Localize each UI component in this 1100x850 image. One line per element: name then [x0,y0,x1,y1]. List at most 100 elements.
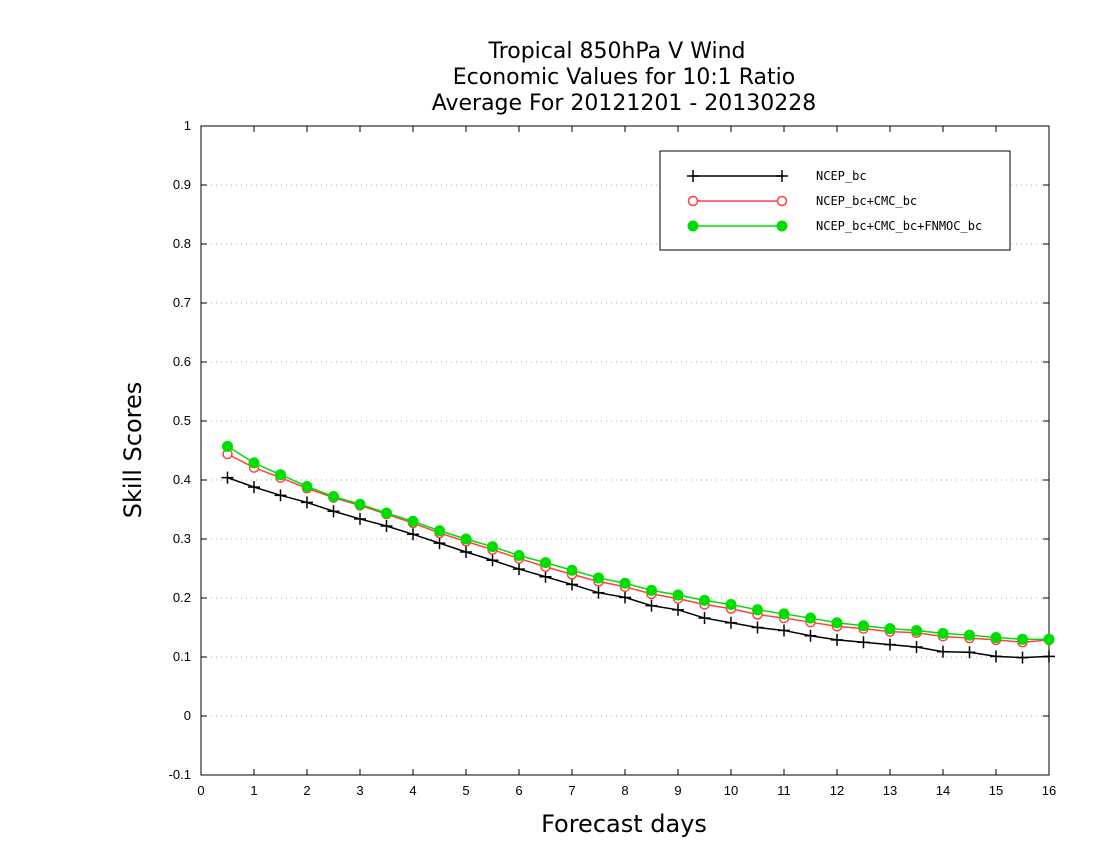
data-point-plus [687,170,699,182]
x-tick-label: 1 [250,783,257,798]
data-point-plus [486,554,499,567]
data-point-plus [274,489,287,502]
x-tick-label: 3 [356,783,363,798]
data-point-filled-circle [964,629,975,641]
data-point-plus [751,621,764,634]
data-point-filled-circle [831,617,843,629]
x-tick-label: 6 [515,783,522,798]
data-point-filled-circle [248,457,260,469]
data-point-filled-circle [381,507,392,519]
data-point-filled-circle [566,564,578,576]
y-tick-label: 1 [184,118,191,133]
data-point-plus [937,645,949,658]
data-point-open-circle [776,195,788,207]
x-tick-label: 8 [621,783,628,798]
legend-entry: NCEP_bc+CMC_bc+FNMOC_bc [687,219,982,233]
data-point-plus [513,563,525,576]
series-line [227,453,1050,644]
data-point-plus [354,512,366,525]
x-tick-label: 16 [1042,783,1056,798]
x-tick-label: 4 [409,783,416,798]
data-point-filled-circle [699,594,710,606]
data-point-plus [1016,651,1029,664]
data-point-open-circle [687,195,699,207]
series-1 [221,471,1055,664]
data-point-plus [857,636,870,649]
chart-title-line-1: Tropical 850hPa V Wind [487,39,745,64]
x-tick-label: 9 [674,783,681,798]
data-point-filled-circle [513,550,525,562]
data-point-filled-circle [884,623,896,635]
legend-entry: NCEP_bc+CMC_bc [687,194,917,208]
data-point-filled-circle [672,589,684,601]
y-tick-label: 0.1 [173,649,191,664]
data-point-filled-circle [937,627,949,639]
y-tick-label: 0.5 [173,413,191,428]
legend-entry: NCEP_bc [687,169,867,183]
data-point-filled-circle [354,498,366,510]
x-tick-label: 15 [989,783,1003,798]
data-point-filled-circle [858,620,869,632]
data-point-filled-circle [778,608,790,620]
data-point-filled-circle [434,525,445,537]
data-point-plus [698,612,711,625]
data-point-filled-circle [222,440,233,452]
data-point-plus [963,646,976,659]
data-point-plus [645,599,658,612]
data-point-filled-circle [593,572,604,584]
data-point-plus [804,629,817,642]
x-axis: 0 1 2 3 4 5 6 7 8 9 10 11 12 13 14 15 16 [197,126,1056,798]
data-point-plus [433,537,446,550]
legend: NCEP_bc NCEP_bc+CMC_bc NCEP_bc+CMC_bc+FNMO… [659,150,1011,251]
data-point-filled-circle [328,491,339,503]
data-point-filled-circle [1043,633,1055,645]
y-tick-label: 0.2 [173,590,191,605]
data-point-plus [380,520,393,533]
data-point-plus [619,591,631,604]
y-tick-label: 0.6 [173,354,191,369]
data-point-plus [221,471,234,484]
y-axis-label: Skill Scores [119,382,147,519]
data-point-plus [327,505,340,518]
series-line [227,445,1049,641]
data-point-filled-circle [1017,633,1028,645]
data-point-filled-circle [619,577,631,589]
data-point-filled-circle [407,515,419,527]
y-tick-label: -0.1 [169,767,191,782]
y-tick-label: 0.3 [173,531,191,546]
chart-title-line-2: Economic Values for 10:1 Ratio [453,65,795,90]
data-point-plus [248,481,260,494]
data-point-plus [778,624,790,637]
y-axis: -0.1 0 0.1 0.2 0.3 0.4 0.5 0.6 0.7 0.8 0.9 1 [169,118,1049,782]
data-point-plus [592,586,605,599]
y-tick-label: 0 [184,708,191,723]
data-point-plus [460,545,472,558]
data-point-filled-circle [460,533,472,545]
data-point-plus [831,633,843,646]
x-tick-label: 7 [568,783,575,798]
y-tick-label: 0.9 [173,177,191,192]
x-tick-label: 10 [724,783,738,798]
data-point-plus [672,603,684,616]
x-tick-label: 14 [936,783,950,798]
data-point-plus [301,496,313,509]
data-point-plus [539,570,552,583]
data-point-plus [990,650,1002,663]
x-tick-label: 0 [197,783,204,798]
data-point-filled-circle [990,632,1002,644]
data-point-filled-circle [687,220,699,232]
data-point-filled-circle [805,612,816,624]
data-point-plus [725,616,737,629]
chart-title: Tropical 850hPa V Wind Economic Values f… [432,39,817,116]
x-tick-label: 2 [303,783,310,798]
x-axis-label: Forecast days [541,810,707,838]
data-point-plus [910,640,923,653]
data-point-plus [776,170,788,182]
data-point-filled-circle [776,220,788,232]
data-point-plus [1043,650,1055,663]
data-point-filled-circle [540,557,551,569]
data-point-filled-circle [646,584,657,596]
data-point-plus [566,578,578,591]
y-tick-label: 0.7 [173,295,191,310]
y-tick-label: 0.4 [173,472,191,487]
